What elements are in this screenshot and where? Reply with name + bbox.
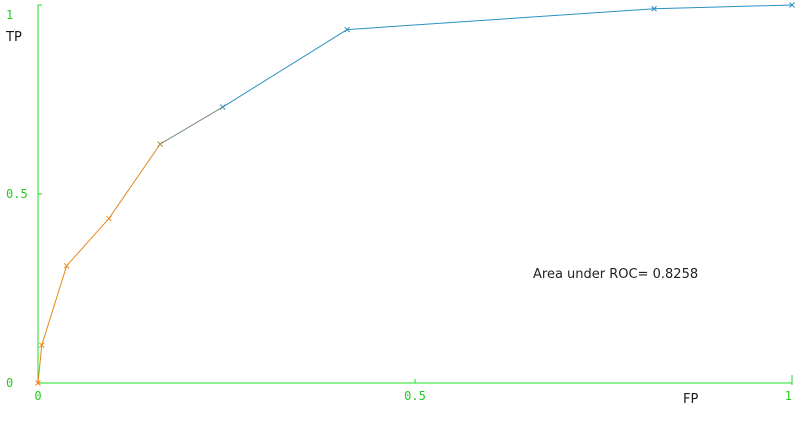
- roc-point-marker: [38, 342, 45, 349]
- y-tick-label: 1: [6, 8, 13, 22]
- roc-point-marker: [219, 104, 226, 110]
- roc-point-marker: [344, 26, 350, 33]
- roc-segment: [66, 218, 110, 267]
- roc-point-marker: [63, 262, 70, 269]
- x-tick-label: 1: [785, 389, 792, 403]
- x-tick-label: 0: [34, 389, 41, 403]
- x-tick-label: 0.5: [404, 389, 426, 403]
- y-axis-title: TP: [5, 30, 22, 45]
- roc-point-marker: [35, 380, 41, 386]
- roc-segment: [347, 8, 655, 31]
- y-tick-label: 0.5: [6, 187, 28, 201]
- roc-segment: [654, 4, 793, 10]
- roc-point-marker: [789, 2, 795, 8]
- y-tick-label: 0: [6, 376, 13, 390]
- auc-annotation: Area under ROC= 0.8258: [533, 267, 698, 282]
- roc-point-marker: [157, 141, 164, 147]
- roc-segment: [222, 29, 348, 108]
- roc-segment: [159, 106, 223, 145]
- roc-curve: [37, 4, 793, 384]
- roc-segment: [108, 143, 161, 219]
- axes: [37, 5, 793, 385]
- roc-segment: [41, 265, 68, 346]
- tick-labels: 0 0.5 1 0 0.5 1: [6, 4, 793, 403]
- roc-markers: [35, 2, 795, 386]
- x-axis-title: FP: [683, 392, 698, 407]
- roc-point-marker: [651, 5, 657, 12]
- roc-point-marker: [106, 215, 112, 222]
- roc-segment: [37, 345, 43, 384]
